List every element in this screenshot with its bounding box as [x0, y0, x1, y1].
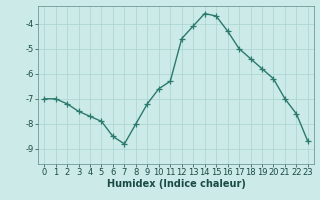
- X-axis label: Humidex (Indice chaleur): Humidex (Indice chaleur): [107, 179, 245, 189]
